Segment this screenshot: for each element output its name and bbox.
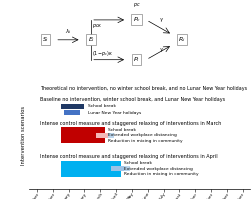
Text: School break: School break: [87, 104, 115, 108]
Text: $pc\kappa$: $pc\kappa$: [92, 22, 103, 30]
Text: Theoretical no intervention, no winter school break, and no Lunar New Year holid: Theoretical no intervention, no winter s…: [40, 86, 246, 91]
Text: Reduction in mixing in community: Reduction in mixing in community: [123, 172, 198, 176]
Y-axis label: Intervention scenarios: Intervention scenarios: [21, 106, 26, 165]
Text: School break: School break: [123, 161, 151, 165]
Bar: [95, 133, 108, 138]
Text: School break: School break: [108, 128, 136, 132]
Text: Intense control measure and staggered relaxing of interventions in April: Intense control measure and staggered re…: [40, 154, 217, 159]
Text: Reduction in mixing in community: Reduction in mixing in community: [108, 139, 182, 143]
Text: $\lambda_i$: $\lambda_i$: [65, 27, 71, 36]
Bar: [60, 171, 120, 177]
Text: Intense control measure and staggered relaxing of interventions in March: Intense control measure and staggered re…: [40, 121, 220, 126]
Bar: [123, 166, 130, 171]
Text: $E_i$: $E_i$: [87, 35, 94, 44]
Bar: [60, 138, 105, 143]
Text: Extended workplace distancing: Extended workplace distancing: [108, 133, 176, 137]
Text: $\gamma$: $\gamma$: [159, 46, 164, 54]
Text: $S_i$: $S_i$: [42, 35, 49, 44]
Text: $\gamma$: $\gamma$: [159, 16, 164, 24]
Bar: [60, 127, 105, 133]
Bar: [60, 166, 111, 171]
Text: $R_i$: $R_i$: [178, 35, 185, 44]
Text: $P_c$: $P_c$: [132, 16, 140, 24]
Text: Lunar New Year holidays: Lunar New Year holidays: [87, 111, 140, 115]
Bar: [60, 104, 84, 109]
Text: Extended workplace distancing: Extended workplace distancing: [123, 167, 192, 171]
Text: $pc$: $pc$: [132, 1, 140, 9]
Text: $P_i$: $P_i$: [133, 55, 140, 64]
Bar: [64, 110, 79, 115]
Bar: [108, 133, 114, 138]
Text: Baseline no intervention, winter school break, and Lunar New Year holidays: Baseline no intervention, winter school …: [40, 97, 224, 102]
Bar: [60, 161, 120, 166]
Text: $(1\!-\!p_c)\kappa$: $(1\!-\!p_c)\kappa$: [92, 49, 113, 58]
Bar: [60, 133, 95, 138]
Bar: [111, 166, 123, 171]
